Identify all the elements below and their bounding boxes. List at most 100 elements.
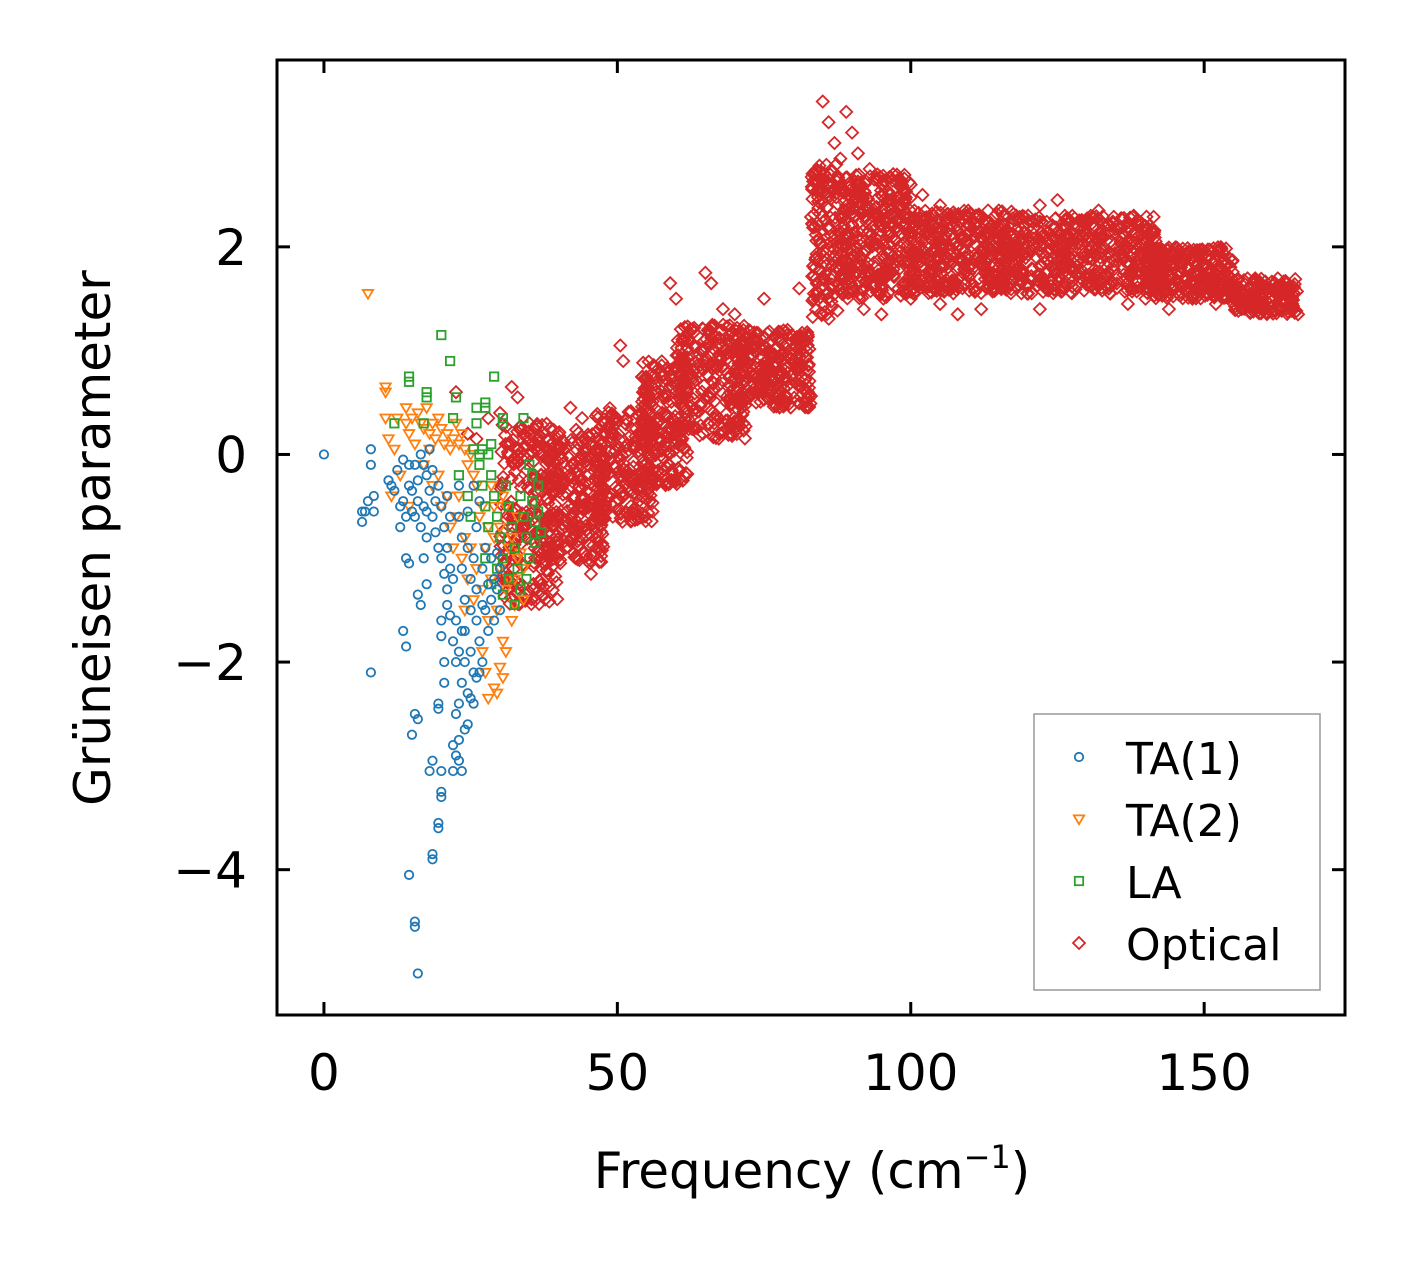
data-point — [378, 413, 393, 426]
data-point — [1065, 235, 1081, 251]
data-point — [431, 470, 446, 483]
data-point — [460, 426, 475, 441]
data-point — [1180, 241, 1195, 256]
data-point — [768, 358, 784, 374]
data-point — [903, 291, 919, 307]
data-point — [399, 403, 413, 415]
data-point — [450, 615, 462, 626]
data-point — [406, 485, 418, 496]
data-point — [557, 534, 572, 549]
data-point — [465, 573, 476, 585]
data-point — [487, 501, 501, 514]
data-point — [402, 429, 416, 441]
data-point — [412, 968, 423, 979]
data-point — [1123, 281, 1139, 296]
data-point — [474, 667, 485, 678]
data-point — [627, 433, 643, 449]
data-point — [393, 470, 408, 483]
y-tick-label: 0 — [215, 426, 247, 484]
data-point — [1064, 268, 1080, 284]
data-point — [406, 506, 418, 517]
data-point — [991, 230, 1006, 246]
data-point — [474, 496, 485, 507]
data-point — [551, 506, 567, 521]
data-point — [481, 693, 496, 706]
data-point — [1076, 215, 1092, 230]
data-point — [460, 460, 475, 472]
data-point — [1119, 224, 1135, 239]
data-point — [496, 673, 510, 685]
data-point — [784, 327, 800, 343]
data-point — [574, 410, 590, 426]
data-point — [495, 469, 511, 485]
data-point — [602, 400, 618, 416]
data-point — [1139, 261, 1155, 277]
data-point — [456, 563, 467, 574]
data-point — [1147, 278, 1162, 294]
data-point — [1091, 203, 1106, 218]
data-point — [1290, 307, 1306, 322]
data-point — [966, 280, 982, 296]
data-point — [462, 490, 473, 502]
data-point — [641, 445, 657, 461]
data-point — [486, 553, 497, 564]
data-point — [487, 532, 501, 545]
data-point — [533, 506, 544, 517]
data-point — [695, 426, 711, 441]
data-point — [1016, 225, 1032, 240]
data-point — [677, 319, 693, 335]
data-point — [729, 320, 745, 336]
data-point — [1123, 264, 1139, 280]
legend-label-ta1: TA(1) — [1125, 734, 1242, 785]
data-point — [477, 599, 488, 611]
data-point — [646, 427, 662, 443]
data-point — [1216, 246, 1232, 262]
data-point — [668, 424, 684, 440]
data-point — [409, 708, 421, 720]
data-point — [368, 506, 379, 517]
data-point — [456, 625, 467, 637]
data-point — [480, 501, 491, 512]
data-point — [848, 168, 864, 183]
data-point — [361, 289, 375, 301]
data-point — [547, 569, 563, 584]
data-point — [550, 471, 566, 486]
data-point — [903, 177, 919, 192]
data-point — [621, 404, 636, 420]
x-tick-label: 150 — [1156, 1044, 1251, 1102]
data-point — [587, 478, 603, 494]
data-point — [813, 305, 828, 321]
data-point — [1093, 229, 1108, 245]
data-point — [486, 594, 497, 605]
data-point — [550, 532, 565, 547]
data-point — [815, 195, 830, 210]
data-point — [874, 307, 889, 322]
data-point — [465, 693, 476, 704]
data-point — [1255, 286, 1270, 301]
data-point — [887, 255, 902, 270]
data-point — [447, 636, 459, 647]
data-point — [486, 579, 497, 590]
data-point — [816, 273, 832, 288]
data-point — [1285, 292, 1301, 308]
data-point — [489, 490, 500, 502]
data-point — [472, 512, 487, 524]
data-point — [378, 387, 393, 400]
data-point — [676, 374, 692, 389]
data-point — [863, 228, 879, 243]
data-point — [483, 449, 494, 460]
data-point — [362, 496, 374, 507]
data-point — [833, 270, 848, 286]
data-point — [706, 430, 721, 445]
data-point — [527, 593, 543, 608]
data-point — [430, 496, 441, 507]
data-point — [419, 403, 434, 415]
data-point — [973, 229, 989, 244]
data-point — [541, 432, 557, 448]
data-point — [509, 599, 520, 611]
data-point — [489, 573, 500, 585]
data-point — [411, 408, 425, 420]
data-point — [776, 323, 791, 338]
data-point — [674, 377, 689, 393]
data-point — [686, 320, 702, 336]
